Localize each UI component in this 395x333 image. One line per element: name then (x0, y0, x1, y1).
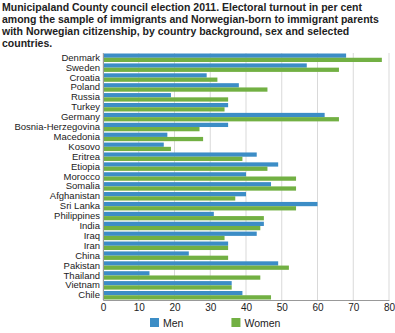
bar (103, 266, 289, 270)
bar (103, 147, 171, 151)
bar (103, 177, 296, 181)
x-tick-label: 80 (384, 302, 395, 313)
title: Municipaland County council election 201… (1, 1, 382, 49)
x-tick: 0 (101, 300, 107, 313)
grid-line (389, 53, 390, 300)
bar (103, 73, 207, 77)
bar (103, 157, 242, 161)
x-tick: 40 (241, 300, 253, 313)
bar (103, 186, 296, 190)
bar (103, 133, 167, 137)
bar (103, 295, 271, 299)
chart: Municipaland County council election 201… (0, 0, 395, 333)
bar (103, 97, 228, 101)
bar (103, 242, 228, 246)
bar (103, 143, 164, 147)
x-axis: 0 10 20 30 40 50 60 70 80 (101, 300, 395, 313)
legend-swatch (231, 318, 240, 327)
x-tick: 80 (384, 300, 395, 313)
bar (103, 246, 228, 250)
bar (103, 212, 214, 216)
bar (103, 275, 260, 279)
x-tick-label: 20 (169, 302, 181, 313)
grid-line (317, 53, 318, 300)
bar (103, 281, 232, 285)
legend-swatch (150, 318, 159, 327)
bar (103, 236, 225, 240)
bar (103, 58, 382, 62)
legend: Men Women (150, 317, 281, 329)
bar (103, 222, 264, 226)
bar (103, 103, 228, 107)
bar (103, 152, 257, 156)
bar (103, 196, 235, 200)
bar (103, 182, 271, 186)
x-tick: 10 (134, 300, 146, 313)
bar (103, 87, 267, 91)
bar (103, 127, 200, 131)
x-tick-label: 60 (312, 302, 324, 313)
bar (103, 53, 346, 57)
x-tick: 70 (348, 300, 360, 313)
bar (103, 137, 203, 141)
x-tick-label: 30 (205, 302, 217, 313)
bar (103, 167, 267, 171)
bar (103, 117, 339, 121)
bar (103, 261, 278, 265)
bar (103, 232, 257, 236)
x-tick-label: 40 (241, 302, 253, 313)
bar (103, 285, 232, 289)
bar (103, 68, 339, 72)
x-tick-label: 70 (348, 302, 360, 313)
legend-label: Women (244, 317, 280, 329)
bar (103, 107, 225, 111)
x-tick: 20 (169, 300, 181, 313)
y-tick: Chile (78, 289, 103, 300)
x-tick: 30 (205, 300, 217, 313)
x-tick-label: 10 (134, 302, 146, 313)
bar (103, 93, 171, 97)
grid (103, 53, 389, 300)
bar (103, 123, 228, 127)
bar (103, 271, 149, 275)
grid-line (103, 53, 104, 300)
series-bars (103, 58, 382, 300)
x-tick: 60 (312, 300, 324, 313)
bar (103, 172, 246, 176)
bar (103, 63, 307, 67)
legend-item: Women (231, 317, 280, 329)
bar (103, 78, 217, 82)
bar (103, 291, 242, 295)
x-tick-label: 50 (277, 302, 289, 313)
bar (103, 113, 325, 117)
y-axis-line (103, 54, 104, 301)
bar (103, 226, 260, 230)
bar (103, 256, 228, 260)
bar (103, 216, 264, 220)
legend-item: Men (150, 317, 184, 329)
bar (103, 202, 318, 206)
bar (103, 251, 189, 255)
x-tick: 50 (277, 300, 289, 313)
bar (103, 83, 239, 87)
y-axis: DenmarkSwedenCroatiaPolandRussiaTurkeyGe… (14, 52, 103, 301)
legend-label: Men (163, 317, 184, 329)
bar (103, 162, 278, 166)
series-bars (103, 53, 346, 295)
bar (103, 206, 296, 210)
bar (103, 192, 246, 196)
grid-line (353, 53, 354, 300)
x-tick-label: 0 (101, 302, 107, 313)
bars (103, 53, 382, 299)
x-axis-line (104, 300, 390, 301)
y-tick-label: Chile (78, 289, 100, 300)
